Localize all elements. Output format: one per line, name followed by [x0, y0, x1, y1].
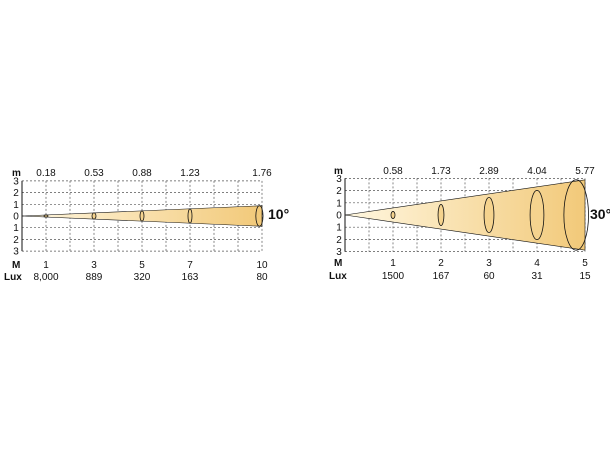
lux-value-label: 31: [531, 271, 543, 282]
m-value-label: 1.73: [431, 166, 451, 177]
beam-spot-ellipse: [91, 212, 97, 220]
distance-value-label: 5: [139, 260, 145, 271]
m-value-label: 5.77: [575, 166, 595, 177]
lux-values-2: 1500 167 60 31 15: [382, 271, 591, 282]
beam-spot-ellipse: [563, 179, 589, 251]
y-tick-label: 3: [336, 174, 342, 185]
beam-ellipses-2: [390, 179, 589, 251]
m-value-label: 1.23: [180, 168, 200, 179]
y-tick-label: 1: [336, 223, 342, 234]
y-tick-label: 3: [13, 176, 19, 187]
beam-cone-2: [344, 179, 586, 251]
distance-value-label: 2: [438, 258, 444, 269]
beam-angle-2: 30°: [590, 206, 610, 222]
y-tick-label: 1: [13, 200, 19, 211]
y-tick-label: 2: [336, 235, 342, 246]
m-value-label: 0.53: [84, 168, 104, 179]
lux-value-label: 8,000: [33, 272, 58, 283]
y-tick-label: 2: [13, 235, 19, 246]
m-values-1: 0.18 0.53 0.88 1.23 1.76: [36, 168, 272, 179]
beam-spot-ellipse: [483, 196, 495, 234]
m-axis-label-1: m: [12, 168, 21, 179]
beam-angle-1: 10°: [268, 206, 289, 222]
lux-value-label: 1500: [382, 271, 405, 282]
m-value-label: 0.18: [36, 168, 56, 179]
m-value-label: 1.76: [252, 168, 272, 179]
beam-spot-ellipse: [437, 204, 445, 226]
y-tick-label: 2: [336, 186, 342, 197]
distance-value-label: 1: [43, 260, 49, 271]
y-tick-label: 1: [336, 198, 342, 209]
lux-value-label: 163: [182, 272, 199, 283]
lux-value-label: 80: [256, 272, 268, 283]
y-tick-label: 0: [13, 212, 19, 223]
m-value-label: 2.89: [479, 166, 499, 177]
beam-spot-ellipse: [187, 208, 193, 224]
distance-value-label: 3: [486, 258, 492, 269]
distance-value-label: 1: [390, 258, 396, 269]
distance-axis-label-1: M: [12, 260, 20, 271]
lux-value-label: 15: [579, 271, 591, 282]
distance-value-label: 10: [256, 260, 268, 271]
m-values-2: 0.58 1.73 2.89 4.04 5.77: [383, 166, 595, 177]
lux-value-label: 889: [86, 272, 103, 283]
y-tick-label: 1: [13, 223, 19, 234]
lux-values-1: 8,000 889 320 163 80: [33, 272, 268, 283]
lux-value-label: 167: [433, 271, 450, 282]
lux-axis-label-2: Lux: [329, 271, 347, 282]
distance-value-label: 3: [91, 260, 97, 271]
beam-spot-ellipse: [390, 211, 396, 219]
m-value-label: 4.04: [527, 166, 547, 177]
distance-value-label: 4: [534, 258, 540, 269]
distance-values-1: 1 3 5 7 10: [43, 260, 268, 271]
beam-ellipses-1: [43, 205, 264, 227]
m-axis-label-2: m: [334, 166, 343, 177]
beam-spot-ellipse: [255, 205, 264, 227]
m-value-label: 0.58: [383, 166, 403, 177]
distance-values-2: 1 2 3 4 5: [390, 258, 588, 269]
m-value-label: 0.88: [132, 168, 152, 179]
beam-spot-ellipse: [43, 214, 49, 218]
distance-value-label: 7: [187, 260, 193, 271]
y-tick-label: 2: [13, 188, 19, 199]
beam-spot-ellipse: [139, 210, 145, 222]
distance-value-label: 5: [582, 258, 588, 269]
y-tick-label: 3: [336, 247, 342, 258]
lux-value-label: 60: [483, 271, 495, 282]
y-tick-label: 0: [336, 211, 342, 222]
beam-spot-ellipse: [529, 189, 545, 241]
lux-value-label: 320: [134, 272, 151, 283]
distance-axis-label-2: M: [334, 258, 342, 269]
y-tick-label: 3: [13, 247, 19, 258]
lux-axis-label-1: Lux: [4, 272, 22, 283]
